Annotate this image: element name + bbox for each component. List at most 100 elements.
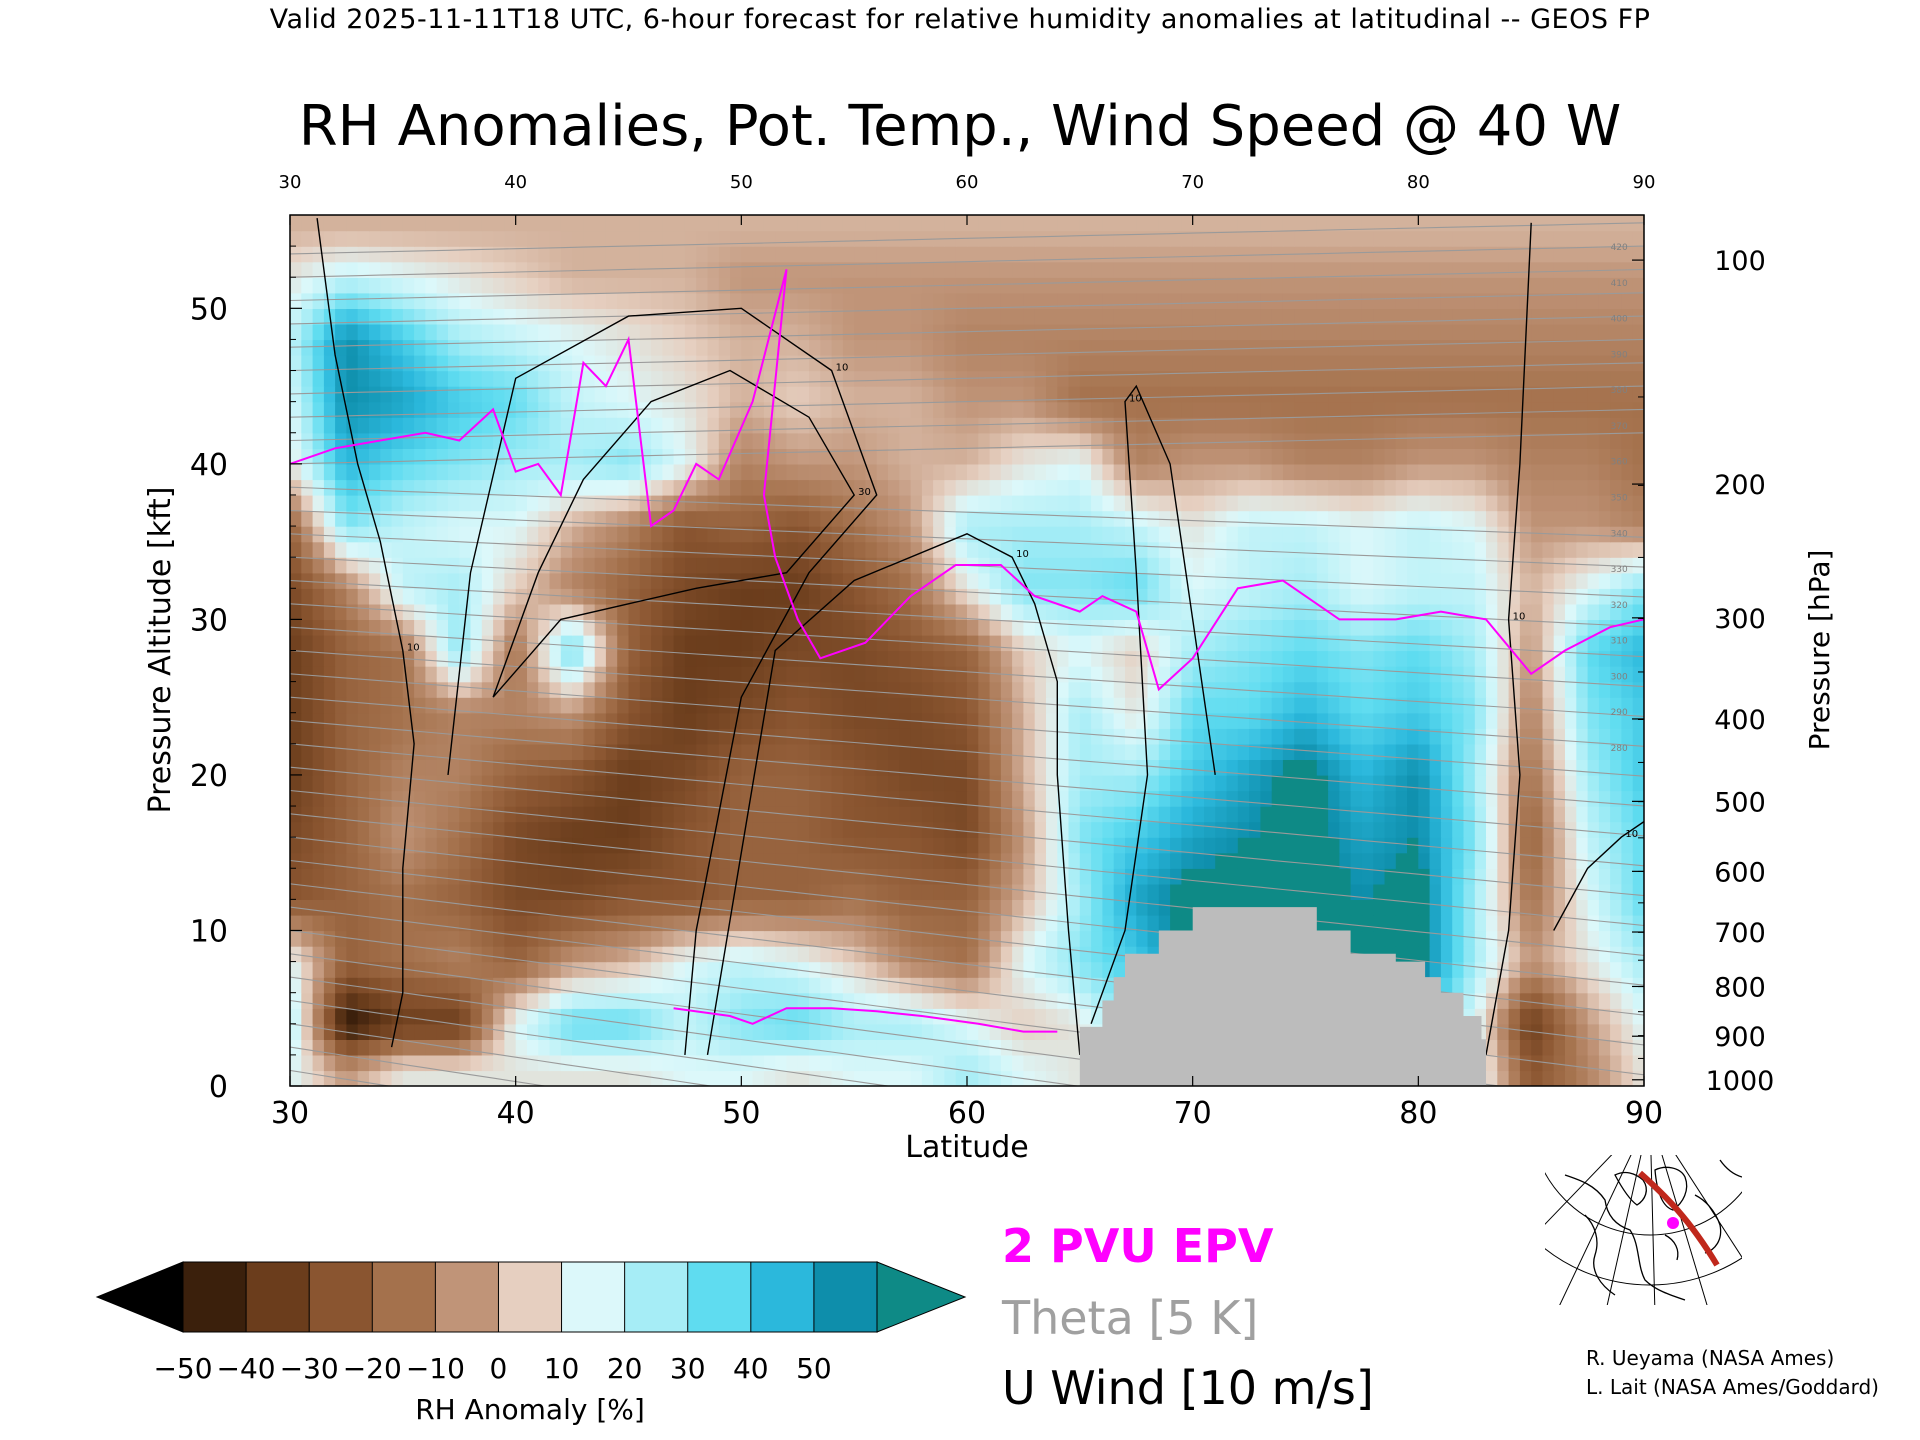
rh-cell <box>718 479 731 496</box>
rh-cell <box>402 914 415 932</box>
rh-cell <box>414 837 426 854</box>
rh-cell <box>594 697 607 714</box>
rh-cell <box>594 899 607 916</box>
rh-cell <box>1508 557 1521 574</box>
rh-cell <box>1226 868 1239 885</box>
rh-cell <box>1091 961 1103 978</box>
rh-cell <box>1418 603 1431 620</box>
rh-cell <box>1553 790 1566 807</box>
rh-cell <box>1249 821 1261 838</box>
rh-cell <box>651 541 663 558</box>
rh-cell <box>741 852 754 869</box>
rh-cell <box>1542 463 1555 481</box>
rh-cell <box>1249 619 1261 636</box>
rh-cell <box>402 1008 415 1025</box>
rh-cell <box>1113 432 1126 449</box>
rh-cell <box>831 495 844 512</box>
rh-cell <box>910 588 923 605</box>
rh-cell <box>1486 759 1498 776</box>
rh-cell <box>1418 619 1431 636</box>
rh-cell <box>1136 495 1149 512</box>
rh-cell <box>1068 930 1081 947</box>
rh-cell <box>842 961 855 978</box>
rh-cell <box>1497 1054 1510 1072</box>
rh-cell <box>797 946 810 963</box>
rh-cell <box>1271 526 1284 543</box>
rh-cell <box>639 837 652 854</box>
rh-cell <box>414 510 426 527</box>
rh-cell <box>1632 1070 1644 1086</box>
rh-cell <box>820 432 833 449</box>
rh-cell <box>673 479 686 496</box>
rh-cell <box>1576 541 1589 558</box>
rh-cell <box>831 448 844 465</box>
rh-cell <box>628 743 641 760</box>
rh-cell <box>583 588 596 605</box>
rh-cell <box>944 572 957 589</box>
rh-cell <box>605 759 618 776</box>
rh-cell <box>1091 868 1103 885</box>
rh-cell <box>1192 510 1205 527</box>
rh-cell <box>831 1070 844 1086</box>
rh-cell <box>1068 697 1081 714</box>
rh-cell <box>1407 650 1419 667</box>
rh-cell <box>1158 541 1171 558</box>
rh-cell <box>1531 712 1544 729</box>
rh-cell <box>628 588 641 605</box>
rh-cell <box>448 961 460 978</box>
rh-cell <box>763 977 776 994</box>
rh-cell <box>301 1008 314 1025</box>
rh-cell <box>1000 868 1013 885</box>
rh-cell <box>662 821 675 838</box>
rh-cell <box>1565 992 1577 1009</box>
rh-cell <box>910 448 923 465</box>
rh-cell <box>1519 977 1532 994</box>
rh-cell <box>876 914 889 932</box>
rh-cell <box>1553 977 1566 994</box>
rh-cell <box>1316 837 1329 854</box>
rh-cell <box>1158 681 1171 698</box>
rh-cell <box>493 603 505 620</box>
rh-cell <box>312 634 325 652</box>
rh-cell <box>730 774 742 792</box>
rh-cell <box>1418 495 1431 512</box>
rh-cell <box>1113 697 1126 714</box>
rh-cell <box>1587 961 1600 978</box>
rh-cell <box>1452 463 1465 481</box>
rh-cell <box>662 1070 675 1086</box>
rh-cell <box>1068 790 1081 807</box>
rh-cell <box>369 603 381 620</box>
rh-cell <box>1079 930 1092 947</box>
rh-cell <box>707 1023 720 1040</box>
rh-cell <box>594 1039 607 1056</box>
rh-cell <box>312 603 325 620</box>
rh-cell <box>786 479 799 496</box>
rh-cell <box>380 977 393 994</box>
rh-cell <box>1339 899 1352 916</box>
rh-cell <box>1249 837 1261 854</box>
rh-cell <box>1057 603 1070 620</box>
rh-cell <box>1068 961 1081 978</box>
rh-cell <box>301 759 314 776</box>
rh-cell <box>1531 883 1544 900</box>
rh-cell <box>323 961 336 978</box>
rh-cell <box>820 572 833 589</box>
rh-cell <box>605 790 618 807</box>
rh-cell <box>978 432 991 449</box>
rh-cell <box>888 681 900 698</box>
rh-cell <box>831 634 844 652</box>
rh-cell <box>1012 603 1024 620</box>
rh-cell <box>1621 603 1634 620</box>
rh-cell <box>1407 588 1419 605</box>
rh-cell <box>967 526 979 543</box>
rh-cell <box>1328 463 1340 481</box>
rh-cell <box>1237 479 1250 496</box>
rh-cell <box>1316 634 1329 652</box>
rh-cell <box>1486 883 1498 900</box>
rh-cell <box>842 946 855 963</box>
rh-cell <box>1373 883 1386 900</box>
rh-cell <box>1474 681 1487 698</box>
rh-cell <box>549 821 562 838</box>
rh-cell <box>1271 588 1284 605</box>
rh-cell <box>1328 603 1340 620</box>
